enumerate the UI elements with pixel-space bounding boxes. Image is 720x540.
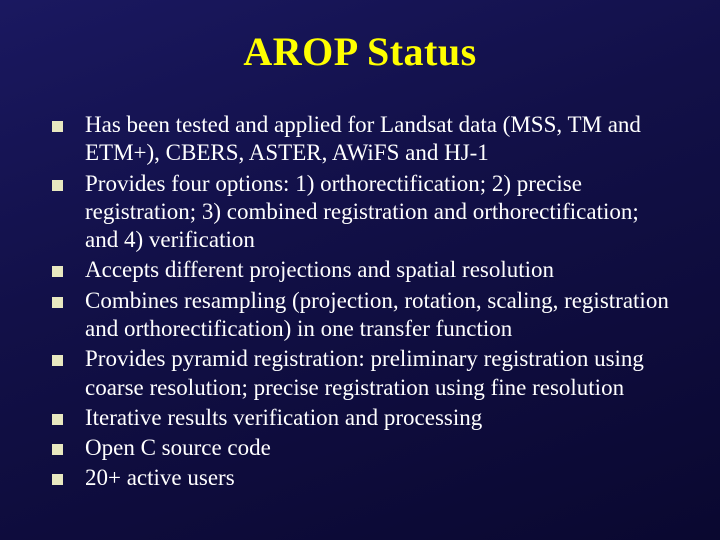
bullet-text: 20+ active users <box>85 464 676 492</box>
bullet-text: Provides four options: 1) orthorectifica… <box>85 170 676 255</box>
slide-container: AROP Status Has been tested and applied … <box>0 0 720 540</box>
square-bullet-icon <box>52 121 63 132</box>
square-bullet-icon <box>52 355 63 366</box>
list-item: Provides pyramid registration: prelimina… <box>52 345 676 402</box>
bullet-text: Provides pyramid registration: prelimina… <box>85 345 676 402</box>
square-bullet-icon <box>52 180 63 191</box>
list-item: Iterative results verification and proce… <box>52 404 676 432</box>
square-bullet-icon <box>52 444 63 455</box>
square-bullet-icon <box>52 414 63 425</box>
slide-title: AROP Status <box>44 28 676 75</box>
square-bullet-icon <box>52 297 63 308</box>
list-item: Combines resampling (projection, rotatio… <box>52 287 676 344</box>
list-item: 20+ active users <box>52 464 676 492</box>
list-item: Open C source code <box>52 434 676 462</box>
bullet-text: Accepts different projections and spatia… <box>85 256 676 284</box>
bullet-text: Combines resampling (projection, rotatio… <box>85 287 676 344</box>
bullet-text: Has been tested and applied for Landsat … <box>85 111 676 168</box>
list-item: Provides four options: 1) orthorectifica… <box>52 170 676 255</box>
bullet-text: Iterative results verification and proce… <box>85 404 676 432</box>
list-item: Accepts different projections and spatia… <box>52 256 676 284</box>
square-bullet-icon <box>52 266 63 277</box>
bullet-text: Open C source code <box>85 434 676 462</box>
list-item: Has been tested and applied for Landsat … <box>52 111 676 168</box>
square-bullet-icon <box>52 474 63 485</box>
bullet-list: Has been tested and applied for Landsat … <box>52 111 676 493</box>
